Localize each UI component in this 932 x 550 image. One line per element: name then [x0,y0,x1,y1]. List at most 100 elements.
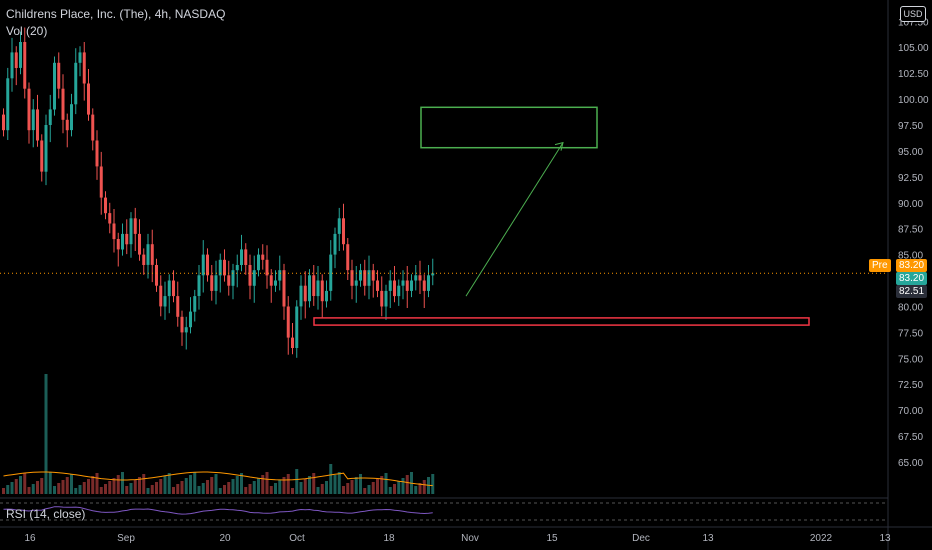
candle-body [95,140,99,167]
support-zone-box [313,317,810,326]
volume-bar [231,479,235,494]
candle-body [427,275,430,291]
volume-bar [57,483,61,494]
volume-bar [325,481,328,494]
volume-bar [27,487,31,494]
candle-body [388,280,392,291]
price-tick-label: 97.50 [898,121,923,132]
rsi-label: RSI (14, close) [6,507,86,521]
candle-body [405,280,409,291]
candle-body [235,265,239,271]
candle-body [308,275,311,302]
volume-bar [197,486,201,494]
candle-body [10,52,14,79]
volume-bar [265,472,269,494]
volume-bar [99,487,103,494]
target-zone-box [420,106,598,149]
candle-body [142,254,146,265]
time-axis[interactable]: 16 Sep 20 Oct 18 Nov 15 Dec 13 2022 13 [24,533,891,544]
volume-bar [261,475,265,494]
volume-bar [95,473,99,494]
time-tick-label: Nov [461,533,479,544]
candle-body [363,270,367,286]
volume-bar [422,480,426,494]
candle-body [184,327,188,333]
price-tick-label: 65.00 [898,458,923,469]
volume-bar [138,477,141,494]
pre-market-price: 83.20 [896,259,928,272]
volume-bar [329,464,333,494]
time-tick-label: Dec [632,533,650,544]
candle-body [78,52,82,63]
candle-body [129,218,133,245]
rsi-panel [0,497,888,521]
candle-body [121,233,124,250]
candle-body [303,285,307,302]
candle-body [401,280,405,286]
candle-body [99,166,103,198]
candle-body [193,296,197,312]
volume-bar [376,479,379,494]
volume-bar [65,477,69,494]
candle-body [393,280,396,297]
volume-bar [6,485,10,494]
volume-bar [363,488,367,494]
volume-bar [380,476,384,494]
volume-bar [274,483,277,494]
candle-body [210,275,214,291]
candle-body [227,275,231,286]
candle-body [342,218,345,245]
volume-bar [367,485,371,494]
candle-body [261,254,265,260]
candle-body [19,42,22,68]
volume-bar [308,476,311,494]
volume-bar [108,481,112,494]
volume-bar [252,481,256,494]
volume-bar [87,479,90,494]
candle-body [74,62,78,105]
candle-body [269,275,273,286]
volume-bar [218,488,222,494]
time-tick-label: 18 [383,533,395,544]
volume-bar [278,480,282,494]
candle-body [180,316,184,333]
candle-body [172,280,175,297]
volume-bar [19,476,22,494]
candle-body [337,218,341,234]
volume-bar [346,483,350,494]
currency-badge[interactable]: USD [900,6,926,22]
price-tick-label: 72.50 [898,380,923,391]
volume-label: Vol (20) [6,24,48,38]
volume-bar [337,472,341,494]
volume-bar [172,487,175,494]
volume-bar [214,474,218,494]
volume-bar [78,485,82,494]
candle-body [414,275,418,281]
candle-body [218,259,222,276]
volume-bar [82,482,86,494]
volume-bar [282,477,286,494]
price-tick-label: 77.50 [898,328,923,339]
time-tick-label: Oct [289,533,305,544]
volume-bar [333,475,337,494]
candle-body [53,62,56,110]
candle-body [197,275,201,296]
candle-body [146,244,150,265]
candle-body [31,109,35,131]
volume-bar [206,480,209,494]
volume-bar [74,488,78,494]
candle-body [354,280,358,286]
price-tick-label: 75.00 [898,354,923,365]
volume-bar [350,480,354,494]
price-tick-label: 95.00 [898,147,923,158]
volume-bar [10,482,14,494]
candle-body [6,78,10,131]
volume-bar [371,482,375,494]
volume-bar [129,483,133,494]
candle-body [286,306,290,338]
volume-bar [36,481,39,494]
candle-body [422,280,426,291]
volume-bar [184,478,188,494]
